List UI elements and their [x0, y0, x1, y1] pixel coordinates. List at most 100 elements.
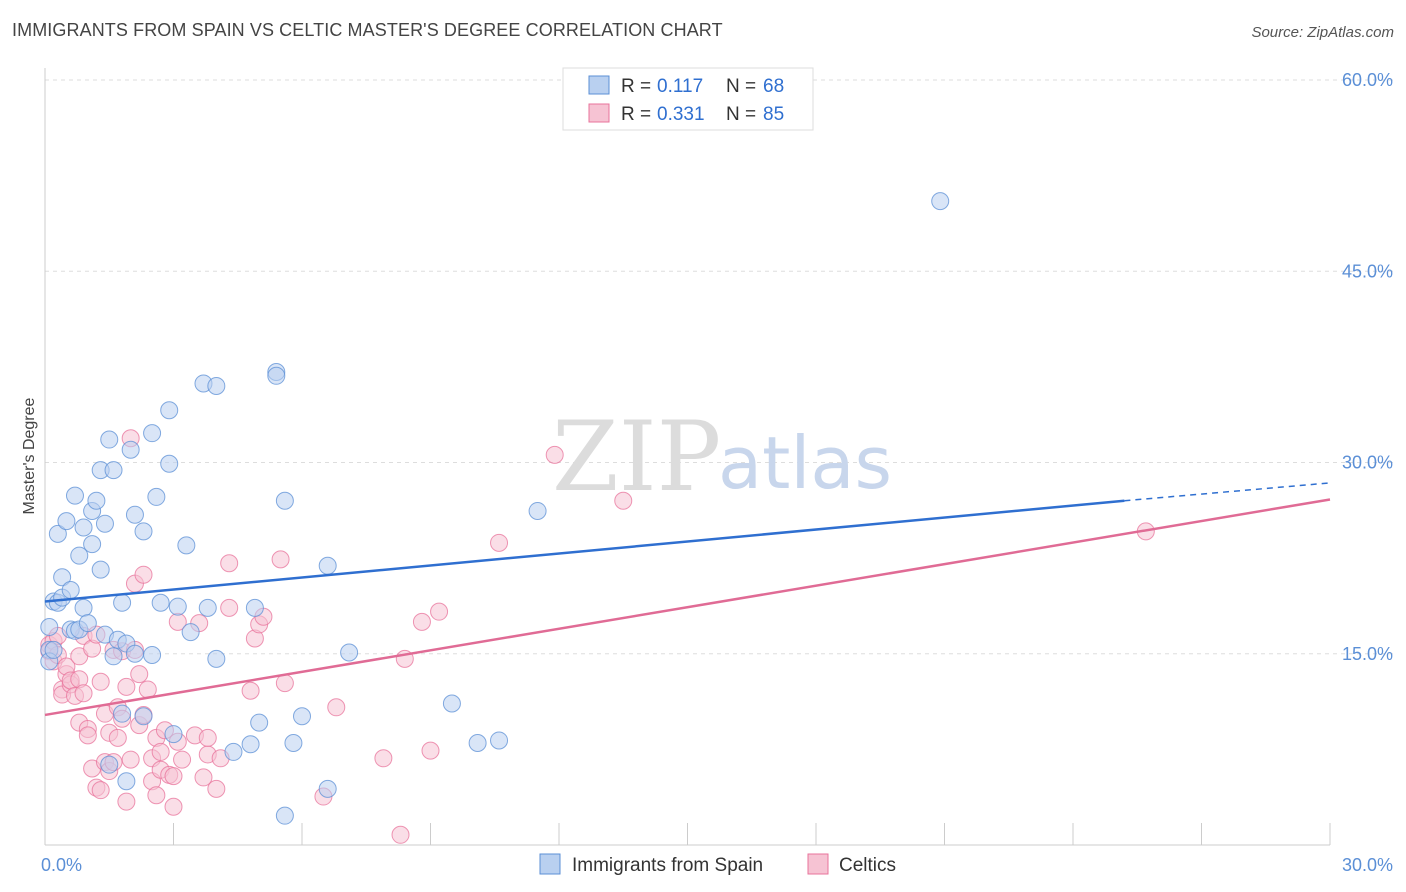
- celtics-point: [430, 602, 449, 621]
- spain-point: [121, 440, 140, 459]
- spain-point: [44, 640, 63, 659]
- legend-swatch-celtics: [588, 103, 610, 123]
- celtics-point: [545, 445, 564, 464]
- spain-point: [113, 704, 132, 723]
- spain-point: [147, 487, 166, 506]
- celtics-point: [74, 684, 93, 703]
- spain-point: [83, 535, 102, 554]
- spain-point: [490, 731, 509, 750]
- spain-point: [104, 647, 123, 666]
- spain-point: [284, 734, 303, 752]
- spain-point: [318, 779, 337, 798]
- spain-point: [48, 524, 67, 543]
- celtics-point: [164, 767, 183, 786]
- celtics-trendline: [44, 498, 1331, 717]
- y-axis-label: Master's Degree: [21, 397, 38, 514]
- legend-n-label-spain: N =: [726, 76, 756, 97]
- spain-point: [125, 644, 144, 663]
- spain-point: [340, 643, 359, 662]
- y-tick-label: 15.0%: [1342, 644, 1393, 664]
- celtics-point: [147, 786, 166, 805]
- x-tick-label-min: 0.0%: [41, 855, 82, 875]
- legend-r-value-celtics: 0.331: [657, 104, 705, 125]
- watermark-atlas: atlas: [718, 421, 892, 505]
- spain-point: [91, 560, 110, 579]
- grid-layer: [45, 79, 1395, 655]
- spain-point: [207, 649, 226, 668]
- celtics-point: [271, 550, 290, 569]
- bottom-legend-swatch-spain: [539, 853, 561, 875]
- legend: R = 0.117 N = 68 R = 0.331 N = 85: [562, 67, 814, 131]
- trend-layer: [44, 482, 1331, 717]
- legend-swatch-spain: [588, 75, 610, 95]
- spain-point: [293, 707, 311, 726]
- celtics-point: [194, 768, 213, 787]
- spain-point: [134, 707, 153, 726]
- spain-point: [100, 430, 119, 449]
- spain-point: [57, 512, 76, 531]
- spain-point: [78, 614, 97, 633]
- celtics-point: [391, 825, 410, 844]
- spain-point: [931, 192, 950, 211]
- spain-point: [74, 598, 93, 617]
- bottom-legend-label-spain: Immigrants from Spain: [572, 855, 763, 876]
- celtics-point: [490, 533, 509, 552]
- legend-n-value-spain: 68: [763, 76, 784, 97]
- legend-r-label-celtics: R =: [621, 104, 651, 125]
- spain-point: [318, 556, 337, 575]
- spain-point: [151, 593, 170, 612]
- spain-point: [143, 646, 162, 665]
- celtics-point: [91, 781, 110, 800]
- legend-r-value-spain: 0.117: [657, 76, 703, 97]
- bottom-legend-label-celtics: Celtics: [839, 855, 896, 876]
- celtics-point: [151, 742, 170, 761]
- spain-point: [113, 593, 132, 612]
- legend-r-label-spain: R =: [621, 76, 651, 97]
- chart-title: IMMIGRANTS FROM SPAIN VS CELTIC MASTER'S…: [12, 20, 723, 40]
- celtics-point: [130, 665, 149, 684]
- spain-point: [117, 772, 136, 791]
- spain-point: [267, 366, 286, 385]
- spain-point: [125, 505, 144, 524]
- x-tick-label-max: 30.0%: [1342, 855, 1393, 875]
- celtics-point: [78, 726, 97, 745]
- y-tick-label: 60.0%: [1342, 70, 1393, 90]
- spain-point: [442, 694, 461, 713]
- celtics-point: [220, 598, 239, 617]
- spain-point: [245, 598, 264, 617]
- y-tick-label: 45.0%: [1342, 261, 1393, 281]
- legend-n-value-celtics: 85: [763, 104, 784, 125]
- spain-point: [53, 568, 72, 587]
- spain-point: [177, 536, 196, 555]
- celtics-point: [220, 554, 239, 573]
- spain-point: [95, 514, 114, 533]
- celtics-point: [198, 728, 217, 747]
- spain-point: [40, 617, 59, 636]
- celtics-point: [614, 491, 633, 510]
- spain-point: [198, 598, 217, 617]
- bottom-legend: Immigrants from Spain Celtics: [539, 853, 896, 876]
- legend-n-label-celtics: N =: [726, 104, 756, 125]
- spain-point: [134, 522, 153, 541]
- celtics-point: [91, 672, 110, 691]
- source-label: Source: ZipAtlas.com: [1251, 24, 1394, 41]
- spain-point: [61, 581, 80, 599]
- celtics-point: [117, 677, 136, 696]
- spain-point: [87, 491, 106, 510]
- spain-point: [70, 546, 89, 565]
- spain-point: [528, 501, 547, 520]
- y-tick-label: 30.0%: [1342, 453, 1393, 473]
- spain-trendline-extension: [1124, 482, 1331, 502]
- celtics-point: [275, 674, 294, 693]
- celtics-point: [164, 797, 183, 816]
- spain-point: [241, 735, 260, 754]
- celtics-point: [412, 612, 431, 631]
- spain-point: [160, 401, 179, 420]
- spain-point: [207, 377, 226, 395]
- spain-point: [275, 491, 294, 510]
- spain-point: [224, 742, 243, 761]
- watermark-zip: ZIP: [552, 401, 721, 513]
- spain-point: [160, 454, 179, 473]
- celtics-point: [121, 750, 140, 769]
